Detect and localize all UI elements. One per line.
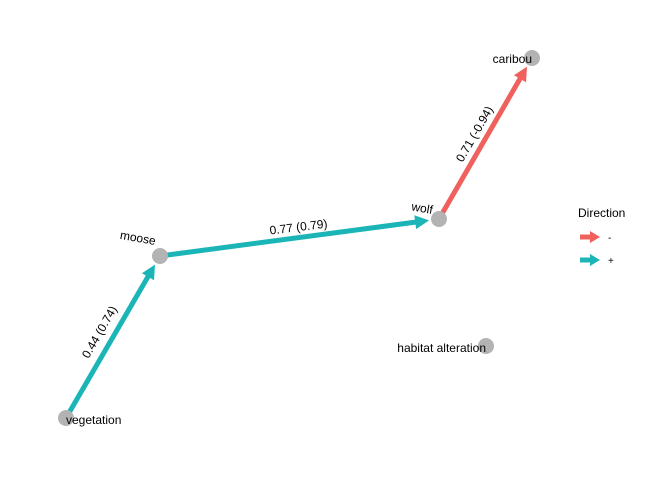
node-label: habitat alteration <box>397 341 486 355</box>
edge-arrowhead <box>414 215 430 230</box>
edge-arrowhead <box>513 66 527 83</box>
legend-item-negative: - <box>580 231 611 244</box>
node-wolf: wolf <box>409 199 447 227</box>
node-label: vegetation <box>66 413 121 427</box>
edge-vegetation-moose: 0.44 (0.74) <box>63 264 155 420</box>
legend-label-negative: - <box>608 233 611 244</box>
legend-title: Direction <box>578 206 625 220</box>
node-point <box>431 211 447 227</box>
legend: Direction - + <box>578 206 625 267</box>
node-habitat: habitat alteration <box>397 338 494 355</box>
node-point <box>478 338 494 354</box>
node-label: wolf <box>409 199 434 217</box>
node-point <box>524 50 540 66</box>
edge-line <box>63 273 152 420</box>
legend-label-positive: + <box>608 256 614 267</box>
edge-wolf-caribou: 0.71 (-0.94) <box>436 66 527 221</box>
node-caribou: caribou <box>493 50 540 66</box>
edge-line <box>436 75 524 221</box>
legend-arrowhead-negative <box>590 231 600 243</box>
edge-line <box>159 219 418 259</box>
legend-item-positive: + <box>580 254 614 267</box>
node-label: caribou <box>493 52 532 66</box>
node-moose: moose <box>119 228 168 264</box>
legend-arrowhead-positive <box>590 254 600 266</box>
node-label: moose <box>119 228 157 248</box>
nodes-layer: vegetation moose wolf caribou habitat altera… <box>58 50 540 427</box>
node-vegetation: vegetation <box>58 410 121 427</box>
edge-arrowhead <box>141 264 155 281</box>
edge-moose-wolf: 0.77 (0.79) <box>159 215 430 259</box>
node-point <box>58 410 74 426</box>
node-point <box>152 248 168 264</box>
